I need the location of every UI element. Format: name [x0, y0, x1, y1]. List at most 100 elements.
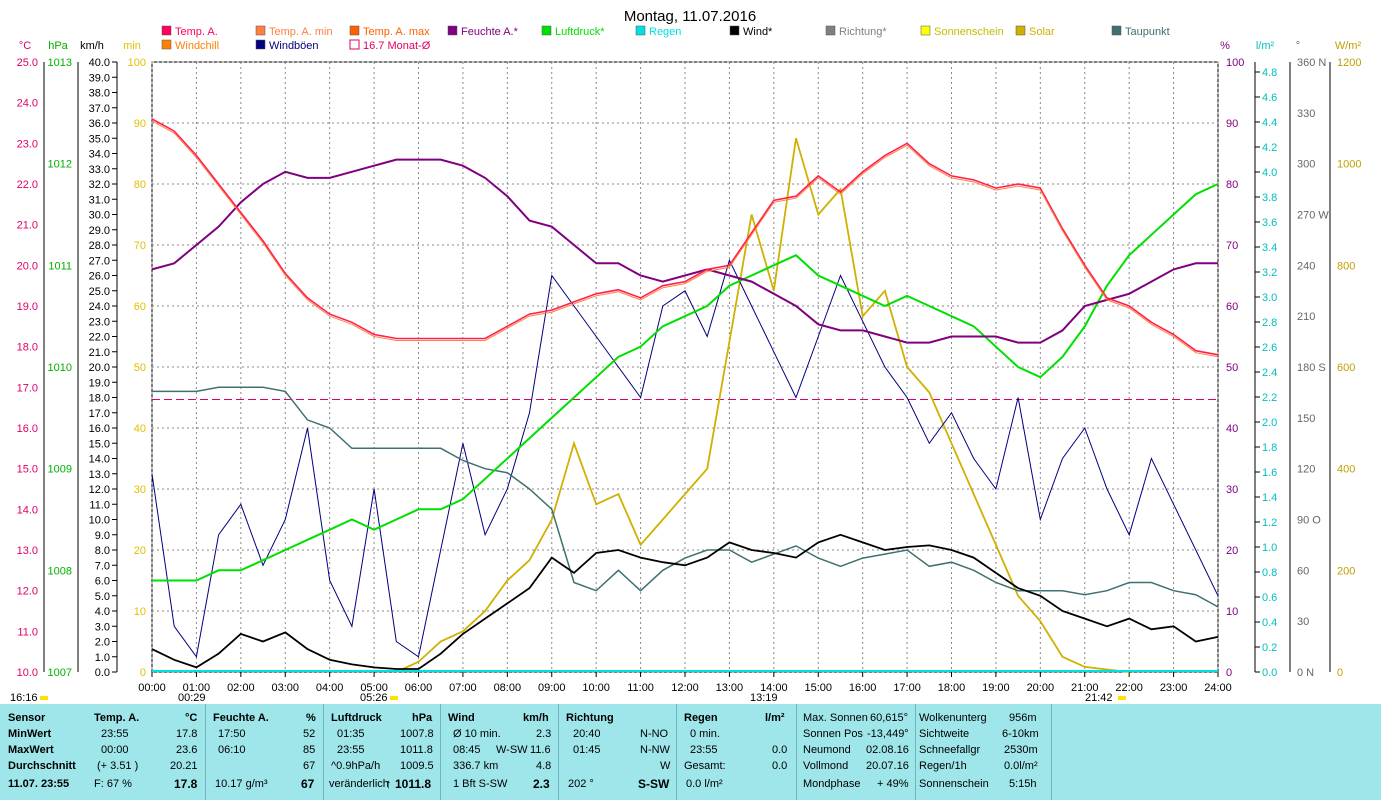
humidity-tick-label: 0	[1226, 667, 1232, 679]
astro-max-sun-value: 60,615°	[870, 712, 909, 724]
chart-title: Montag, 11.07.2016	[624, 8, 756, 25]
axis-unit-sunshine: min	[123, 40, 141, 52]
sunshine-tick-label: 0	[140, 667, 146, 679]
x-tick-label: 24:00	[1204, 682, 1232, 694]
wind-tick-label: 18.0	[89, 393, 110, 405]
x-tick-label: 13:00	[716, 682, 744, 694]
legend-label: Regen	[649, 26, 681, 38]
series-line-luftdruck	[152, 183, 1219, 582]
wind-tick-label: 25.0	[89, 286, 110, 298]
x-tick-label: 07:00	[449, 682, 477, 694]
legend-label: Taupunkt	[1125, 26, 1170, 38]
wind-tick-label: 1.0	[95, 652, 110, 664]
wind-tick-label: 32.0	[89, 179, 110, 191]
rain-tick-label: 1.2	[1262, 517, 1277, 529]
wind-tick-label: 26.0	[89, 271, 110, 283]
wind-unit: km/h	[523, 712, 549, 724]
temp-header: Temp. A.	[94, 712, 140, 724]
hum-unit: %	[306, 712, 316, 724]
x-tick-label: 03:00	[271, 682, 299, 694]
rain-max-value: 0.0	[772, 744, 788, 756]
direction-tick-label: 30	[1297, 616, 1309, 628]
wind-tick-label: 35.0	[89, 133, 110, 145]
humidity-tick-label: 60	[1226, 301, 1238, 313]
wind-tick-label: 34.0	[89, 149, 110, 161]
row-labels: Sensor MinWert MaxWert Durchschnitt 11.0…	[0, 704, 88, 800]
wind-tick-label: 31.0	[89, 194, 110, 206]
misc-rain-rate-value: 0.0l/m²	[1004, 760, 1038, 772]
rain-tick-label: 3.0	[1262, 292, 1277, 304]
astro-new-moon-label: Neumond	[803, 744, 851, 756]
statistics-panel: Sensor MinWert MaxWert Durchschnitt 11.0…	[0, 704, 1381, 800]
wind-tick-label: 23.0	[89, 316, 110, 328]
wind-tick-label: 24.0	[89, 301, 110, 313]
solar-tick-label: 600	[1337, 362, 1355, 374]
x-tick-label: 09:00	[538, 682, 566, 694]
direction-tick-label: 60	[1297, 565, 1309, 577]
legend-swatch	[920, 25, 931, 36]
wind-header: Wind	[448, 712, 475, 724]
pressure-tick-label: 1007	[48, 667, 72, 679]
sunshine-tick-label: 70	[134, 240, 146, 252]
separator	[323, 704, 324, 800]
rain-avg-note: Gesamt:	[684, 760, 726, 772]
temp-unit: °C	[185, 712, 198, 724]
x-tick-label: 14:00	[760, 682, 788, 694]
press-max-time: 23:55	[337, 744, 365, 756]
humidity-tick-label: 70	[1226, 240, 1238, 252]
misc-visibility-label: Sichtweite	[919, 728, 970, 740]
wind-tick-label: 28.0	[89, 240, 110, 252]
temp-tick-label: 22.0	[17, 179, 38, 191]
pressure-tick-label: 1012	[48, 159, 72, 171]
rain-tick-label: 2.2	[1262, 392, 1277, 404]
rain-tick-label: 2.0	[1262, 417, 1277, 429]
direction-tick-label: 150	[1297, 413, 1315, 425]
sunshine-tick-label: 10	[134, 606, 146, 618]
direction-tick-label: 270 W	[1297, 210, 1329, 222]
astro-sun-pos-label: Sonnen Pos	[803, 728, 863, 740]
press-unit: hPa	[412, 712, 433, 724]
legend-swatch	[635, 25, 646, 36]
wind-tick-label: 37.0	[89, 103, 110, 115]
sunshine-tick-label: 100	[128, 57, 146, 69]
wind-min-value: 2.3	[536, 728, 552, 740]
direction-tick-label: 330	[1297, 108, 1315, 120]
wind-tick-label: 27.0	[89, 255, 110, 267]
rain-tick-label: 4.2	[1262, 142, 1277, 154]
x-tick-label: 10:00	[582, 682, 610, 694]
series-line-windb-en	[151, 258, 1219, 659]
rain-tick-label: 4.0	[1262, 167, 1277, 179]
temp-tick-label: 15.0	[17, 464, 38, 476]
x-tick-label: 17:00	[893, 682, 921, 694]
axis-unit-humidity: %	[1220, 40, 1230, 52]
temp-tick-label: 11.0	[17, 626, 38, 638]
wind-tick-label: 40.0	[89, 57, 110, 69]
wind-max-direction: W-SW	[496, 744, 528, 756]
temp-avg-note: (+ 3.51 )	[97, 760, 139, 772]
direction-tick-label: 90 O	[1297, 515, 1321, 527]
direction-tick-label: 360 N	[1297, 57, 1326, 69]
solar-tick-label: 200	[1337, 565, 1355, 577]
series-line-wind	[151, 533, 1219, 670]
sun-indicator	[40, 696, 48, 700]
dir-current-note: 202 °	[568, 778, 594, 790]
dir-max-value: N-NW	[640, 744, 670, 756]
rain-unit: l/m²	[765, 712, 785, 724]
pressure-tick-label: 1008	[48, 565, 72, 577]
solar-tick-label: 800	[1337, 260, 1355, 272]
wind-tick-label: 17.0	[89, 408, 110, 420]
series-line-feuchte-a-	[151, 158, 1218, 344]
x-tick-label: 22:00	[1115, 682, 1143, 694]
axis-unit-pressure: hPa	[48, 40, 68, 52]
humidity-tick-label: 30	[1226, 484, 1238, 496]
legend-label: Temp. A. min	[269, 26, 333, 38]
x-tick-label: 02:00	[227, 682, 255, 694]
rain-tick-label: 1.6	[1262, 467, 1277, 479]
temp-tick-label: 20.0	[17, 260, 38, 272]
separator	[915, 704, 916, 800]
legend-label: Windchill	[175, 40, 219, 52]
legend-swatch	[349, 25, 360, 36]
axis-unit-direction: °	[1296, 40, 1300, 52]
rain-tick-label: 0.6	[1262, 592, 1277, 604]
wind-current-value: 2.3	[533, 777, 550, 791]
